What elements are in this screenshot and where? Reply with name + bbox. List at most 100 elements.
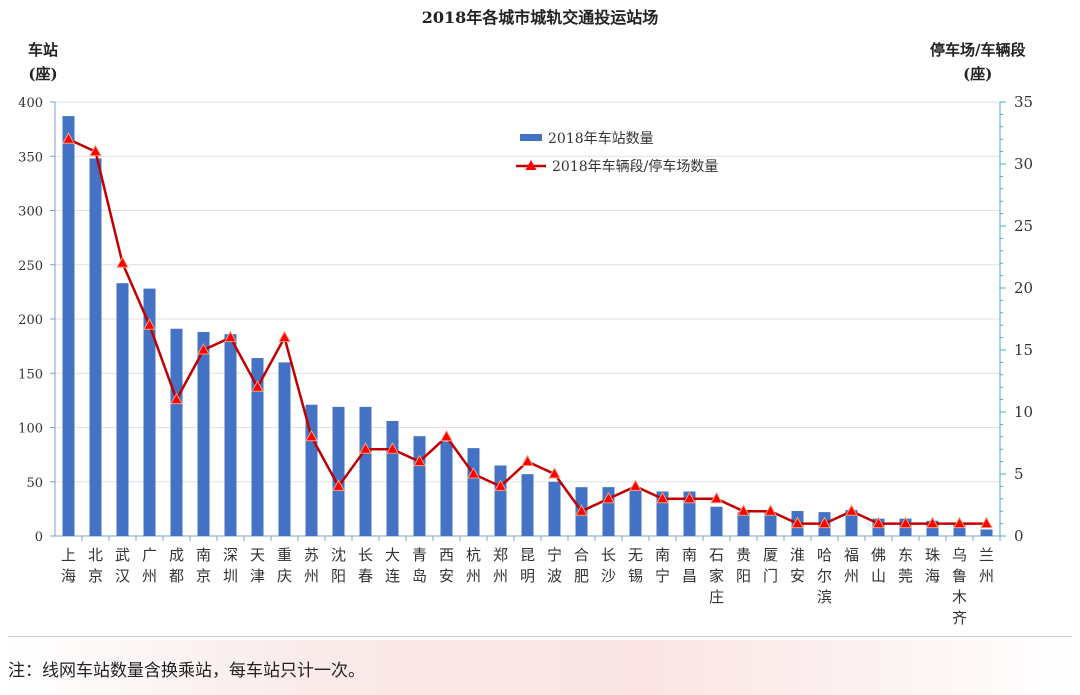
x-tick-label-长沙: 沙 [601,567,616,585]
bar-南京 [197,332,210,536]
bar-郑州 [494,465,507,536]
x-tick-label-北京: 京 [88,567,103,585]
x-tick-label-石家庄: 庄 [709,588,724,606]
line-point-石家庄 [710,491,723,504]
x-tick-label-南昌: 昌 [682,567,697,585]
x-tick-label-郑州: 州 [493,567,508,585]
line-point-北京 [89,144,102,157]
x-tick-label-西安: 西 [439,546,454,564]
bar-厦门 [764,512,777,536]
x-tick-label-广州: 州 [142,567,157,585]
left-tick-label: 50 [26,476,43,491]
x-tick-label-武汉: 汉 [115,567,130,585]
line-point-武汉 [116,256,129,268]
bar-贵阳 [737,512,750,536]
bar-成都 [170,328,183,536]
x-tick-label-淮安: 淮 [790,546,805,564]
legend-line-label: 2018年车辆段/停车场数量 [552,158,718,175]
x-tick-label-上海: 海 [61,567,76,585]
bar-广州 [143,288,156,536]
x-tick-label-长沙: 长 [601,546,616,564]
x-tick-label-沈阳: 阳 [331,567,346,585]
x-tick-label-深圳: 圳 [223,567,238,585]
line-point-青岛 [413,454,426,467]
line-point-大连 [386,442,399,454]
x-tick-label-佛山: 山 [871,567,886,585]
x-tick-label-珠海: 珠 [925,546,940,564]
x-tick-label-北京: 北 [88,546,103,564]
x-tick-label-成都: 成 [169,546,184,564]
line-point-厦门 [764,504,777,516]
bar-重庆 [278,362,291,536]
x-tick-label-贵阳: 阳 [736,567,751,585]
x-tick-label-哈尔滨: 尔 [817,567,832,585]
x-tick-label-南宁: 南 [655,546,670,564]
legend-bar-swatch [520,134,542,141]
x-tick-label-天津: 津 [250,567,265,585]
line-point-深圳 [224,330,237,343]
chart-frame [8,0,1072,637]
x-tick-label-南京: 京 [196,567,211,585]
x-tick-label-南京: 南 [196,546,211,564]
bar-兰州 [980,529,993,536]
x-tick-label-昆明: 明 [520,567,535,585]
right-tick-label: 35 [1014,93,1033,111]
left-tick-label: 300 [18,205,43,220]
bar-天津 [251,358,264,536]
x-tick-label-淮安: 安 [790,567,805,585]
legend-line-marker [525,160,537,170]
bar-大连 [386,420,399,536]
legend-bar-label: 2018年车站数量 [548,130,654,147]
line-point-南京 [197,342,210,355]
line-point-长春 [359,442,372,454]
bar-无锡 [629,490,642,536]
x-tick-label-福州: 州 [844,567,859,585]
x-tick-label-兰州: 州 [979,567,994,585]
line-point-乌鲁木齐 [953,516,966,529]
right-tick-label: 25 [1014,217,1033,235]
x-tick-label-无锡: 无 [628,546,643,564]
right-tick-label: 0 [1014,527,1024,545]
footnote: 注：线网车站数量含换乘站，每车站只计一次。 [8,661,365,681]
bar-深圳 [224,334,237,536]
x-tick-label-沈阳: 沈 [331,546,346,564]
line-point-无锡 [629,479,642,491]
x-tick-label-哈尔滨: 滨 [817,588,832,606]
left-axis-label-unit: (座) [28,65,58,83]
right-tick-label: 5 [1014,465,1024,483]
x-tick-label-大连: 大 [385,546,400,564]
bar-青岛 [413,436,426,536]
x-tick-label-昆明: 昆 [520,546,535,564]
bar-武汉 [116,283,129,536]
x-tick-label-东莞: 莞 [898,567,913,585]
line-point-重庆 [278,330,291,343]
x-tick-label-重庆: 重 [277,546,292,564]
x-tick-label-石家庄: 家 [709,567,724,585]
x-tick-label-厦门: 厦 [763,546,778,564]
x-tick-label-天津: 天 [250,546,265,564]
bar-北京 [89,158,102,537]
line-point-沈阳 [332,479,345,491]
left-tick-label: 200 [18,313,43,328]
bar-福州 [845,509,858,536]
left-tick-label: 0 [35,530,43,545]
bar-西安 [440,441,453,536]
x-tick-label-厦门: 门 [763,567,778,585]
line-point-西安 [440,429,453,442]
x-tick-label-广州: 广 [142,546,157,564]
bar-沈阳 [332,406,345,536]
x-tick-label-长春: 春 [358,567,373,585]
x-tick-label-石家庄: 石 [709,546,724,564]
right-tick-label: 20 [1014,279,1033,297]
x-tick-label-苏州: 苏 [304,546,319,564]
line-point-东莞 [899,516,912,529]
line-point-福州 [845,504,858,516]
line-point-成都 [170,392,183,405]
x-tick-label-宁波: 波 [547,567,562,585]
left-axis-label: 车站 (座) [28,38,58,86]
x-tick-label-青岛: 青 [412,546,427,564]
x-tick-label-合肥: 肥 [574,567,589,585]
bar-上海 [62,116,75,536]
